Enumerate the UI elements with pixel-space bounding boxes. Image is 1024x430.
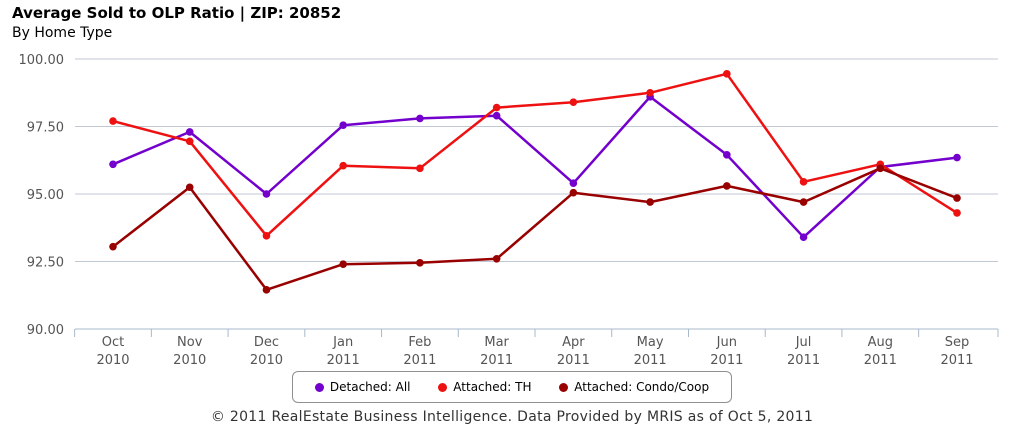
data-point[interactable] [492,111,501,120]
x-tick-label-month: Sep [945,335,970,350]
data-point[interactable] [646,198,654,206]
data-point[interactable] [109,242,117,251]
x-tick-label-month: Feb [408,335,431,350]
data-point[interactable] [953,153,961,162]
x-tick-label-month: Mar [484,335,509,350]
series-attached-condo-coop [109,164,961,294]
data-point[interactable] [262,190,271,198]
legend-label: Detached: All [329,380,411,394]
data-point[interactable] [339,161,347,170]
data-point[interactable] [262,232,271,240]
y-tick-label: 97.50 [27,121,64,136]
data-point[interactable] [185,128,194,136]
data-point[interactable] [185,137,194,146]
footer-credit: © 2011 RealEstate Business Intelligence.… [210,409,814,425]
series-lines [109,70,961,294]
legend-label: Attached: TH [453,380,532,394]
legend-item-attached-th[interactable]: Attached: TH [438,380,531,394]
data-point[interactable] [799,198,808,206]
series-attached-th [109,70,961,240]
x-tick-label-year: 2011 [864,353,897,368]
y-tick-label: 90.00 [27,323,64,338]
data-point[interactable] [416,114,424,123]
x-tick-label-month: May [637,335,664,350]
x-tick-label-month: Jan [332,335,353,350]
legend-marker [314,382,324,392]
series-line [112,72,958,238]
y-tick-label: 92.50 [27,256,64,271]
x-tick-label-month: Dec [254,335,279,350]
legend-marker [438,382,448,392]
data-point[interactable] [339,121,347,129]
x-tick-label-month: Aug [868,335,893,350]
chart-subtitle: By Home Type [12,25,113,41]
data-point[interactable] [953,194,961,202]
x-tick-label-year: 2010 [173,353,206,368]
x-tick-label-year: 2011 [327,353,360,368]
series-line [112,167,958,292]
legend-item-detached-all[interactable]: Detached: All [314,380,411,394]
x-axis-ticks: Oct 2010 Nov 2010 Dec 2010 Jan 2011 Feb 2011 Mar 20… [74,329,999,368]
x-tick-label-year: 2011 [940,353,973,368]
legend-marker [559,382,569,392]
data-point[interactable] [723,151,731,159]
data-point[interactable] [492,103,501,112]
data-point[interactable] [339,260,347,269]
data-point[interactable] [799,233,808,241]
x-tick-label-year: 2011 [710,353,743,368]
x-tick-label-month: Oct [102,335,124,350]
data-point[interactable] [569,98,578,106]
grid-lines [75,58,998,330]
x-tick-label-year: 2011 [557,353,590,368]
data-point[interactable] [492,254,501,263]
data-point[interactable] [416,259,424,267]
data-point[interactable] [723,182,731,190]
y-tick-label: 100.00 [19,53,65,68]
y-tick-label: 95.00 [27,188,64,203]
legend-label: Attached: Condo/Coop [574,380,710,394]
x-tick-label-month: Jul [795,335,812,350]
data-point[interactable] [109,160,117,169]
series-line [112,95,958,239]
data-point[interactable] [799,178,808,186]
legend-item-attached-condo-coop[interactable]: Attached: Condo/Coop [559,380,709,394]
data-point[interactable] [646,88,654,97]
chart-title: Average Sold to OLP Ratio | ZIP: 20852 [12,4,342,22]
x-tick-label-month: Jun [716,335,737,350]
x-tick-label-year: 2011 [634,353,667,368]
x-tick-label-year: 2010 [250,353,283,368]
data-point[interactable] [416,164,424,173]
data-point[interactable] [723,70,731,78]
legend: Detached: All Attached: TH Attached: Con… [292,371,732,403]
x-tick-label-year: 2011 [787,353,820,368]
y-axis-ticks: 90.00 92.50 95.00 97.50 100.00 [19,53,65,338]
series-detached-all [109,93,961,241]
x-tick-label-month: Apr [562,335,585,350]
data-point[interactable] [953,209,961,217]
x-tick-label-year: 2011 [480,353,513,368]
data-point[interactable] [569,179,578,187]
data-point[interactable] [569,188,578,197]
data-point[interactable] [185,183,194,192]
data-point[interactable] [262,286,271,294]
data-point[interactable] [876,164,885,173]
data-point[interactable] [109,117,117,125]
x-tick-label-year: 2010 [96,353,129,368]
x-tick-label-year: 2011 [403,353,436,368]
x-tick-label-month: Nov [177,335,203,350]
